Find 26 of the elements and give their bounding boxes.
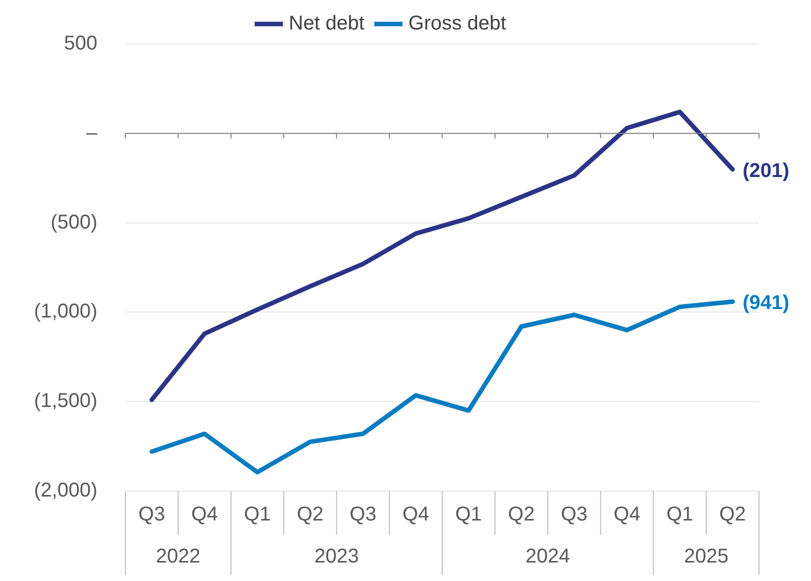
x-tick-label: Q3 [350,504,376,526]
x-tick-label: Q2 [508,504,535,526]
y-tick-label: (2,000) [34,480,98,502]
data-label: (941) [742,292,790,314]
x-tick-label: Q1 [666,504,694,526]
x-tick-label: Q1 [244,504,271,526]
x-tick-label: Q4 [191,504,218,526]
y-tick-label: (500) [50,211,98,234]
data-label: (201) [742,160,790,182]
text: 2025 [684,546,728,568]
y-tick-label: (1,000) [34,300,98,323]
y-tick-label: (1,500) [34,390,98,412]
text: 2022 [156,546,200,568]
x-tick-label: Q4 [614,504,640,526]
y-tick-label: – [86,122,98,144]
x-tick-label: Q2 [719,504,746,526]
legend-label: Gross debt [408,12,507,35]
y-tick-label: 500 [64,32,98,55]
x-tick-label: Q4 [402,504,430,526]
legend-label: Net debt [288,12,365,35]
x-tick-label: Q3 [560,504,588,526]
x-tick-label: Q2 [296,504,324,526]
x-tick-label: Q3 [138,504,166,526]
text: 2023 [314,546,359,568]
text: 2024 [526,546,570,568]
x-tick-label: Q1 [455,504,482,526]
